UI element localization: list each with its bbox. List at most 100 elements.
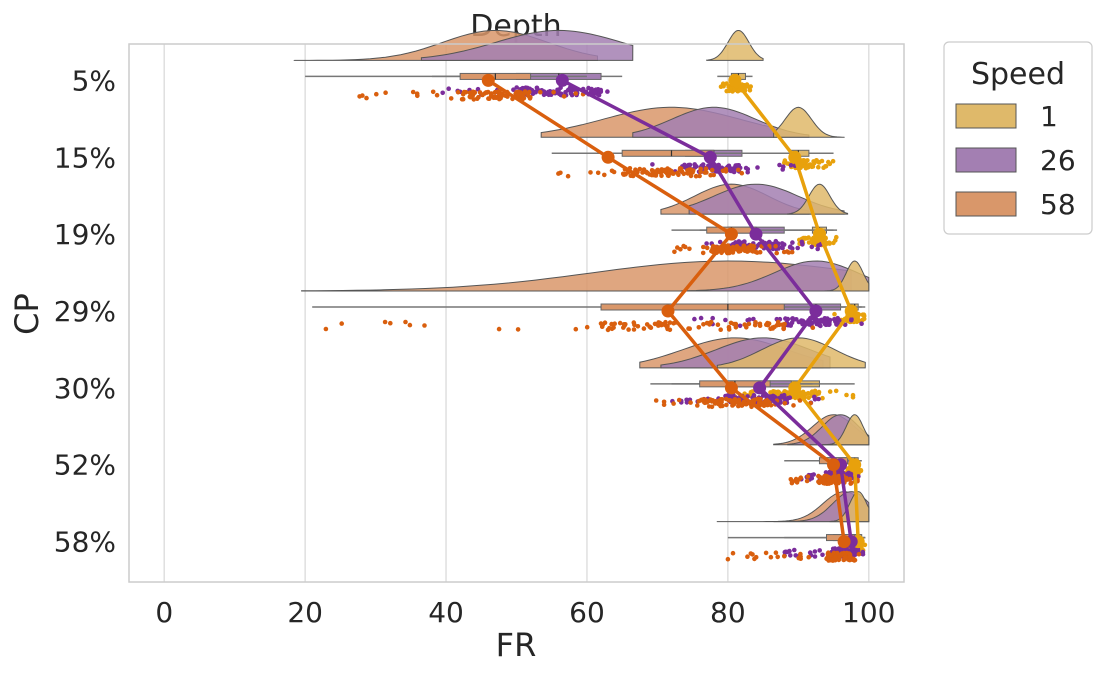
x-tick-label: 60	[569, 596, 605, 629]
legend-title: Speed	[971, 57, 1065, 92]
rain-point	[765, 322, 771, 328]
rain-point	[780, 167, 785, 172]
rain-point	[556, 88, 561, 93]
rain-point	[756, 400, 762, 406]
legend-label: 58	[1040, 188, 1076, 221]
rain-point	[788, 163, 794, 168]
rain-point	[793, 553, 798, 558]
rain-point	[706, 404, 712, 409]
rain-point	[607, 325, 612, 331]
mean-point	[724, 381, 738, 395]
rain-point	[781, 326, 786, 331]
rain-point	[704, 241, 709, 246]
rain-point	[672, 249, 677, 255]
rain-point	[755, 165, 760, 170]
rain-point	[752, 556, 757, 562]
y-tick-label: 58%	[54, 526, 116, 559]
rain-point	[455, 89, 461, 95]
rain-point	[745, 554, 750, 559]
rain-point	[719, 250, 724, 256]
rain-point	[748, 243, 754, 248]
rain-point	[763, 550, 769, 556]
rain-point	[861, 316, 867, 322]
rain-point	[805, 391, 811, 396]
rain-point	[724, 245, 730, 250]
rain-point	[602, 172, 607, 178]
rain-point	[748, 389, 754, 395]
y-tick-label: 52%	[54, 449, 116, 482]
rain-point	[731, 169, 737, 175]
rain-point	[701, 322, 706, 327]
rain-point	[826, 558, 831, 563]
rain-point	[803, 165, 809, 171]
rain-point	[741, 243, 747, 249]
rain-point	[410, 89, 416, 95]
rain-point	[519, 93, 524, 99]
rain-point	[745, 169, 750, 175]
mean-point	[753, 381, 767, 395]
rain-point	[692, 162, 697, 167]
rain-point	[785, 395, 791, 401]
rain-point	[768, 402, 774, 408]
rain-point	[698, 166, 703, 172]
rain-point	[653, 173, 659, 178]
rain-point	[526, 89, 532, 95]
rain-point	[725, 556, 731, 562]
rain-point	[827, 553, 833, 558]
rain-point	[859, 321, 864, 327]
rain-point	[816, 164, 821, 170]
rain-point	[750, 247, 756, 252]
rain-point	[819, 158, 825, 164]
rain-point	[798, 475, 804, 481]
rain-point	[728, 320, 734, 326]
rain-point	[671, 171, 676, 176]
rain-point	[503, 93, 508, 98]
rain-point	[796, 319, 802, 325]
tick-layer: 0 20 40 60 80 100 5% 15% 19% 29% 30% 52% 58%	[54, 64, 896, 629]
rain-point	[816, 396, 821, 402]
rain-point	[704, 400, 710, 405]
rain-point	[820, 552, 825, 558]
rain-point	[728, 393, 734, 399]
rain-point	[641, 167, 647, 172]
rain-point	[797, 554, 803, 559]
rain-point	[520, 85, 525, 91]
rain-point	[797, 398, 803, 403]
rain-point	[854, 319, 860, 325]
mean-point	[728, 73, 742, 87]
rain-point	[717, 239, 723, 245]
rain-point	[814, 158, 819, 163]
rain-point	[653, 398, 659, 403]
rain-point	[782, 321, 787, 327]
rain-point	[805, 474, 811, 479]
rain-point	[471, 97, 477, 102]
rain-point	[856, 474, 861, 479]
rain-point	[388, 320, 393, 326]
rain-point	[817, 480, 822, 486]
rain-point	[470, 91, 476, 97]
rain-point	[849, 480, 854, 486]
rain-point	[671, 401, 676, 406]
rain-point	[737, 323, 743, 329]
rain-point	[697, 173, 702, 179]
rain-point	[711, 244, 717, 250]
rain-point	[649, 172, 655, 178]
rain-point	[631, 320, 637, 325]
mean-point	[848, 458, 862, 472]
rain-point	[430, 89, 436, 95]
rain-point	[664, 324, 670, 330]
rain-point	[742, 322, 747, 327]
rain-point	[812, 549, 818, 554]
rain-point	[736, 239, 742, 244]
rain-point	[829, 480, 834, 486]
rain-point	[768, 554, 774, 560]
rain-point	[757, 321, 763, 327]
y-tick-label: 29%	[54, 295, 116, 328]
rain-point	[499, 93, 505, 98]
rain-point	[460, 96, 466, 102]
rain-point	[774, 250, 779, 256]
rain-point	[659, 173, 664, 179]
mean-point	[481, 73, 495, 87]
rain-point	[558, 170, 563, 176]
rain-point	[687, 246, 692, 252]
